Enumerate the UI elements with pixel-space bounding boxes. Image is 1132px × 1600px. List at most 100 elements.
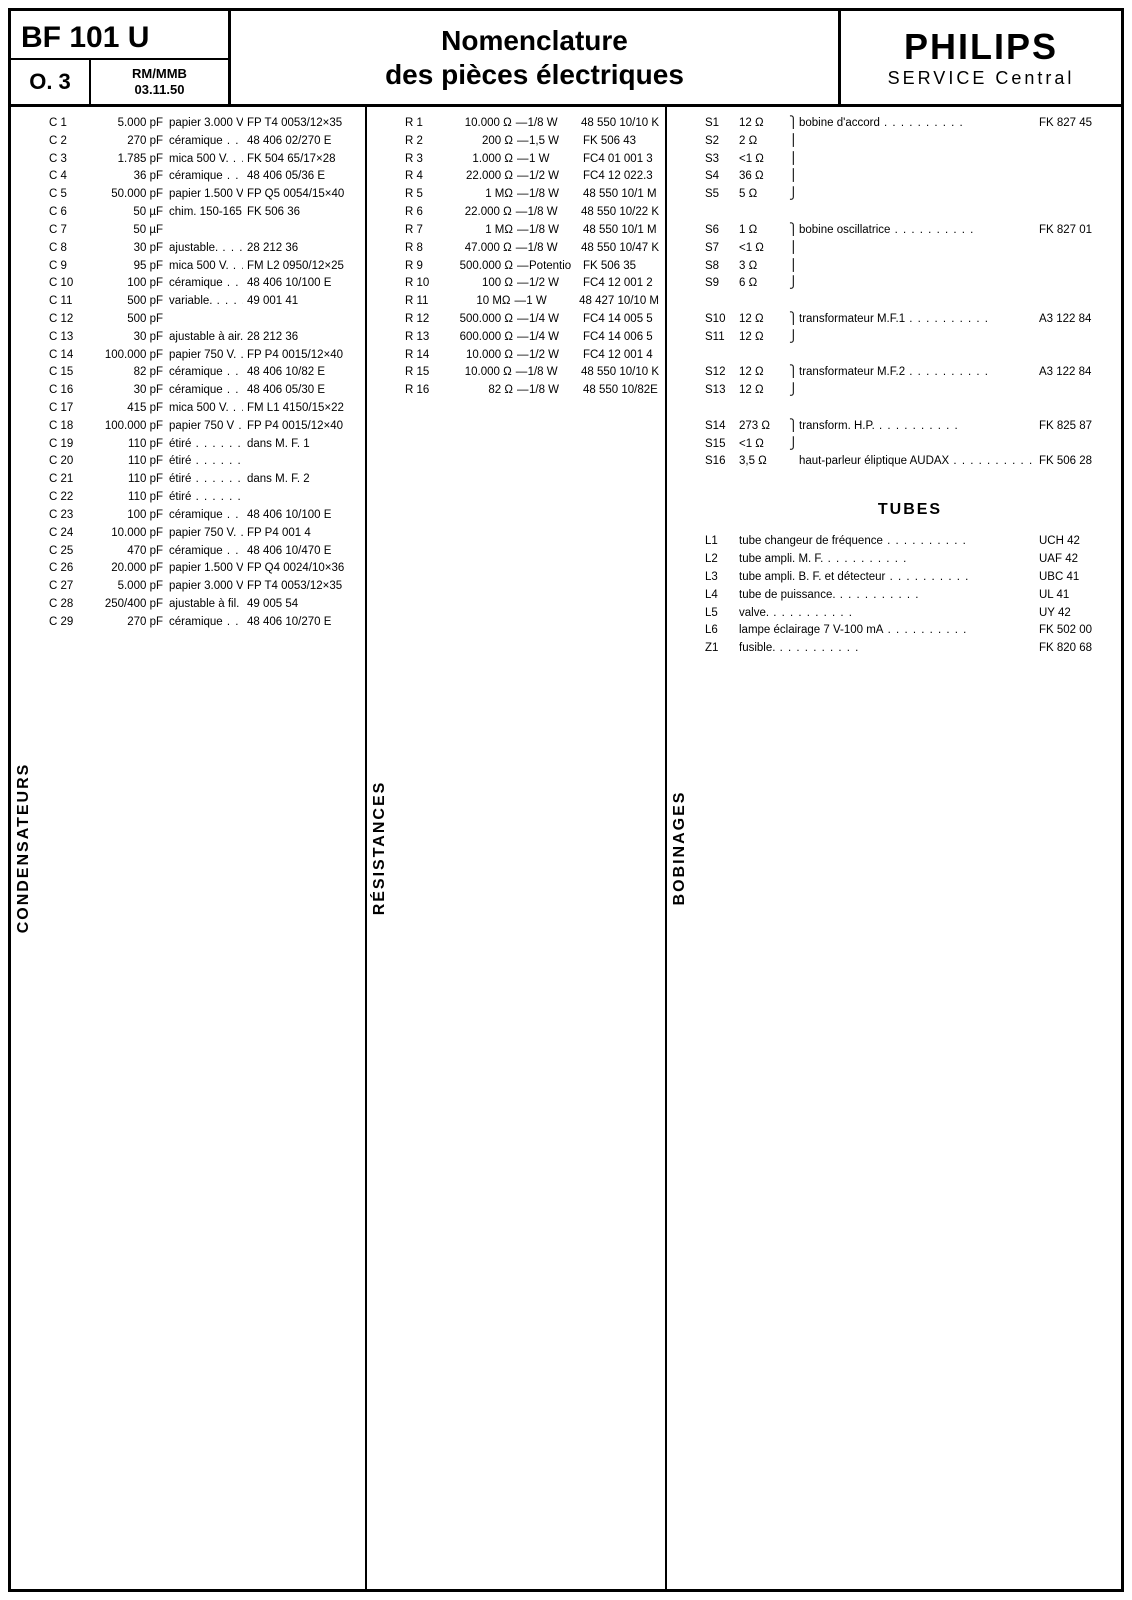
cell-ref: R 15 (405, 364, 439, 382)
table-row: C 2620.000 pFpapier 1.500 V.FP Q4 0024/1… (49, 560, 359, 578)
cell-code: 48 406 10/100 E (243, 507, 359, 525)
cell-code: 48 550 10/47 K (577, 240, 659, 258)
cell-value: 6 Ω (739, 275, 789, 293)
cell-value: 3,5 Ω (739, 453, 789, 471)
cell-value: 10.000 pF (83, 525, 169, 543)
cell-desc (799, 151, 1035, 169)
cell-desc (799, 186, 1035, 204)
cell-desc: mica 500 V. (169, 400, 243, 418)
cell-value: 12 Ω (739, 364, 789, 382)
header-brand-block: PHILIPS SERVICE Central (841, 11, 1121, 104)
cell-desc: variable. (169, 293, 243, 311)
table-row: C 1330 pFajustable à air.28 212 36 (49, 329, 359, 347)
cell-code (1035, 168, 1115, 186)
cell-value: 95 pF (83, 258, 169, 276)
cell-ref: S11 (705, 329, 739, 347)
cell-code: 48 406 10/100 E (243, 275, 359, 293)
table-row: S83 Ω⎪ (705, 258, 1115, 276)
cell-ref: R 12 (405, 311, 439, 329)
cell-value: 36 Ω (739, 168, 789, 186)
cell-value: 270 pF (83, 614, 169, 632)
cell-desc: céramique (169, 133, 243, 151)
cell-value: 12 Ω (739, 382, 789, 400)
cell-ref: C 14 (49, 347, 83, 365)
table-row: S14273 Ω⎫transform. H.P.FK 825 87 (705, 418, 1115, 436)
cell-desc: étiré (169, 489, 243, 507)
table-row: R 1110 MΩ—1 W48 427 10/10 M (405, 293, 659, 311)
cell-code: 49 005 54 (243, 596, 359, 614)
revision-number: O. 3 (11, 60, 91, 104)
cell-value: 2 Ω (739, 133, 789, 151)
cell-value: 500.000 Ω (439, 258, 517, 276)
table-row: L3tube ampli. B. F. et détecteurUBC 41 (705, 569, 1115, 587)
cell-desc: étiré (169, 471, 243, 489)
cell-value: 200 Ω (439, 133, 517, 151)
table-row: R 9500.000 Ω—PotentioFK 506 35 (405, 258, 659, 276)
cell-ref: S3 (705, 151, 739, 169)
cell-code (243, 489, 359, 507)
table-row: C 12500 pF (49, 311, 359, 329)
cell-value: 100 pF (83, 507, 169, 525)
table-row: C 15.000 pFpapier 3.000 V.FP T4 0053/12×… (49, 115, 359, 133)
table-row: R 1510.000 Ω—1/8 W48 550 10/10 K (405, 364, 659, 382)
cell-desc: tube changeur de fréquence (739, 533, 1035, 551)
cell-code (1035, 382, 1115, 400)
cell-ref: R 13 (405, 329, 439, 347)
cell-desc: bobine d'accord (799, 115, 1035, 133)
cell-desc: bobine oscillatrice (799, 222, 1035, 240)
table-row: C 1630 pFcéramique48 406 05/30 E (49, 382, 359, 400)
cell-code: A3 122 84 (1035, 364, 1115, 382)
cell-code: 48 406 05/36 E (243, 168, 359, 186)
cell-value: 10.000 Ω (439, 364, 516, 382)
cell-code: 48 550 10/82E (579, 382, 659, 400)
cell-value: 415 pF (83, 400, 169, 418)
cell-ref: S12 (705, 364, 739, 382)
cell-code: FP Q5 0054/15×40 (243, 186, 359, 204)
cell-ref: C 23 (49, 507, 83, 525)
cell-desc: tube de puissance. (739, 587, 1035, 605)
cell-dash: — (517, 186, 529, 204)
cell-desc: étiré (169, 453, 243, 471)
table-row: R 10100 Ω—1/2 WFC4 12 001 2 (405, 275, 659, 293)
cell-ref: C 5 (49, 186, 83, 204)
cell-value: 12 Ω (739, 115, 789, 133)
cell-dash: — (516, 240, 528, 258)
cell-value: 82 Ω (439, 382, 517, 400)
cell-ref: S15 (705, 436, 739, 454)
table-row: C 28250/400 pFajustable à fil.49 005 54 (49, 596, 359, 614)
cell-desc (799, 168, 1035, 186)
column-condensateurs: CONDENSATEURS C 15.000 pFpapier 3.000 V.… (11, 107, 367, 1589)
tubes-list: L1tube changeur de fréquenceUCH 42L2tube… (705, 533, 1115, 658)
cell-ref: L5 (705, 605, 739, 623)
cell-code: FK 827 01 (1035, 222, 1115, 240)
cell-value: 5.000 pF (83, 115, 169, 133)
table-row: C 14100.000 pFpapier 750 V.FP P4 0015/12… (49, 347, 359, 365)
table-row: R 71 MΩ—1/8 W48 550 10/1 M (405, 222, 659, 240)
cell-desc: valve. (739, 605, 1035, 623)
table-row: C 31.785 pFmica 500 V.FK 504 65/17×28 (49, 151, 359, 169)
cell-desc: papier 1.500 V. (169, 186, 243, 204)
cell-power: 1/2 W (529, 347, 579, 365)
cell-power: 1 W (529, 151, 579, 169)
cell-ref: C 12 (49, 311, 83, 329)
table-row: C 20110 pFétiré (49, 453, 359, 471)
cell-dash: — (516, 204, 528, 222)
cell-ref: C 4 (49, 168, 83, 186)
cell-desc: ajustable à fil. (169, 596, 243, 614)
cell-power: 1/4 W (529, 311, 579, 329)
cell-value: 1 MΩ (439, 186, 517, 204)
table-row: S96 Ω⎭ (705, 275, 1115, 293)
cell-ref: R 9 (405, 258, 439, 276)
cell-code (1035, 258, 1115, 276)
cell-desc: chim. 150-165 V . (169, 204, 243, 222)
cell-code: FK 506 35 (579, 258, 659, 276)
cell-desc: tube ampli. M. F. (739, 551, 1035, 569)
cell-value: 1 Ω (739, 222, 789, 240)
table-row: Z1fusible.FK 820 68 (705, 640, 1115, 658)
cell-ref: S5 (705, 186, 739, 204)
tubes-title: TUBES (705, 501, 1115, 519)
service-label: SERVICE Central (888, 68, 1075, 89)
cell-dash: — (517, 311, 529, 329)
table-row: C 29270 pFcéramique48 406 10/270 E (49, 614, 359, 632)
cell-code: FC4 12 001 2 (579, 275, 659, 293)
